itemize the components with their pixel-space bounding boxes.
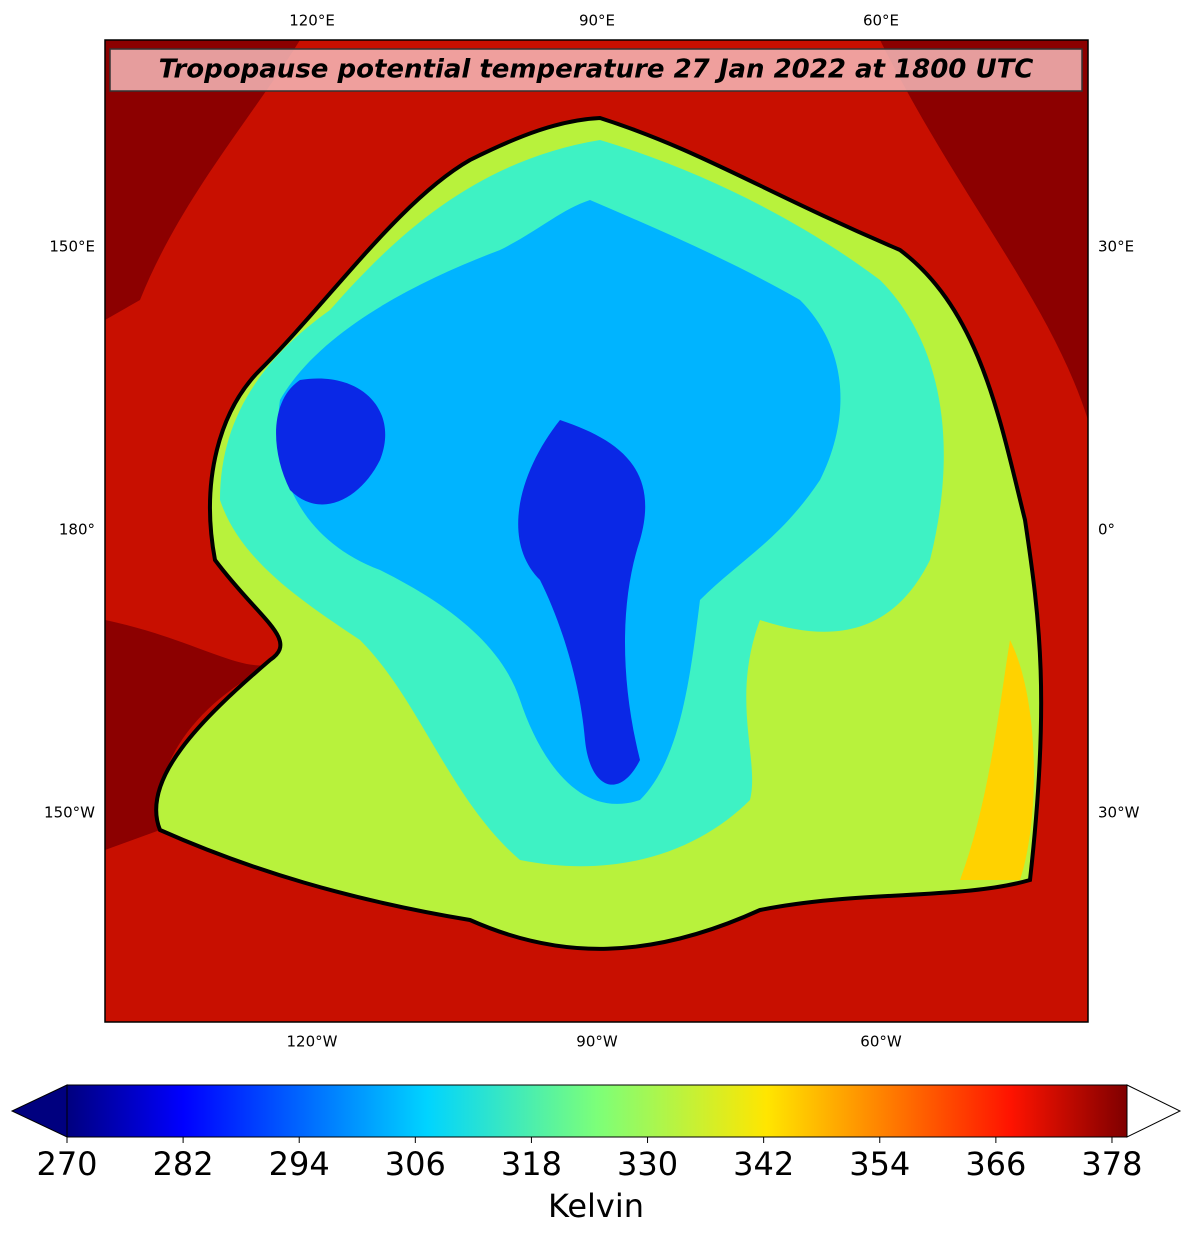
lon-label: 180° xyxy=(59,521,95,539)
lon-label: 90°W xyxy=(576,1033,618,1051)
colorbar-label: Kelvin xyxy=(548,1187,644,1225)
coldest-air xyxy=(276,378,646,785)
map: Tropopause potential temperature 27 Jan … xyxy=(105,40,1088,1022)
map-frame xyxy=(104,39,1089,1023)
colorbar-tick-label: 366 xyxy=(965,1145,1026,1183)
warm-region xyxy=(105,40,1088,850)
lon-label: 60°W xyxy=(860,1033,902,1051)
colorbar-tick-label: 294 xyxy=(269,1145,330,1183)
colorbar-tick-label: 354 xyxy=(849,1145,910,1183)
lon-label: 150°W xyxy=(44,804,95,822)
colorbar-tick-label: 342 xyxy=(733,1145,794,1183)
lon-label: 120°W xyxy=(287,1033,338,1051)
colorbar-tick-label: 306 xyxy=(385,1145,446,1183)
colorbar-tick-label: 378 xyxy=(1081,1145,1142,1183)
colorbar-extend-low xyxy=(10,1084,68,1138)
colorbar-extend-high xyxy=(1126,1084,1182,1138)
colorbar-tick-label: 282 xyxy=(153,1145,214,1183)
colorbar-tick-label: 318 xyxy=(501,1145,562,1183)
lon-label: 0° xyxy=(1098,521,1115,539)
lon-label: 30°W xyxy=(1098,804,1140,822)
lon-label: 60°E xyxy=(863,12,899,30)
colorbar xyxy=(66,1084,1128,1138)
colorbar-tick-label: 270 xyxy=(36,1145,97,1183)
lon-label: 30°E xyxy=(1098,238,1134,256)
title-box xyxy=(109,48,1083,92)
lon-label: 120°E xyxy=(289,12,335,30)
lon-label: 150°E xyxy=(49,238,95,256)
lon-label: 90°E xyxy=(579,12,615,30)
colorbar-tick-label: 330 xyxy=(617,1145,678,1183)
warm-band xyxy=(960,640,1034,880)
title: Tropopause potential temperature 27 Jan … xyxy=(159,55,1034,85)
